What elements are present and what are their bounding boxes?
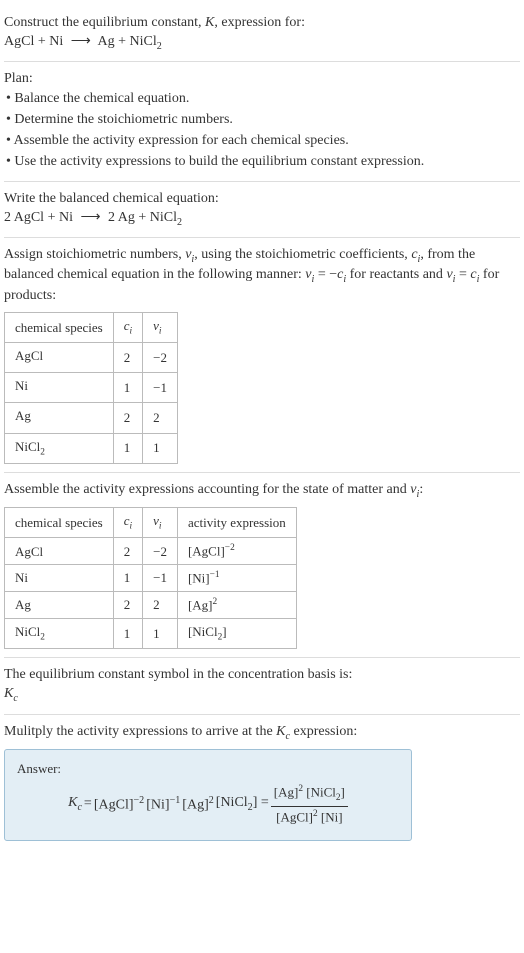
ksymbol: Kc	[4, 685, 520, 705]
numerator: [Ag]2 [NiCl2]	[271, 783, 348, 807]
col-ci: ci	[113, 508, 142, 538]
prompt-section: Construct the equilibrium constant, K, e…	[4, 6, 520, 62]
plan-list: • Balance the chemical equation. • Deter…	[4, 89, 520, 173]
term: [Ni]−1	[146, 794, 180, 816]
col-species: chemical species	[5, 312, 114, 342]
table-row: AgCl2−2[AgCl]−2	[5, 538, 297, 565]
kc: Kc	[68, 794, 82, 814]
table-row: Ag22	[5, 403, 178, 433]
table-row: AgCl2−2	[5, 342, 178, 372]
col-ci: ci	[113, 312, 142, 342]
eq-lhs: AgCl + Ni	[4, 34, 63, 49]
multiply-section: Mulitply the activity expressions to arr…	[4, 715, 520, 849]
col-nui: νi	[143, 312, 178, 342]
plan-item: • Assemble the activity expression for e…	[6, 131, 520, 152]
multiply-intro: Mulitply the activity expressions to arr…	[4, 723, 520, 743]
col-species: chemical species	[5, 508, 114, 538]
eq-lhs: 2 AgCl + Ni	[4, 210, 73, 225]
unbalanced-equation: AgCl + Ni ⟶ Ag + NiCl2	[4, 33, 520, 53]
prompt-text-b: , expression for:	[214, 15, 305, 30]
ksymbol-section: The equilibrium constant symbol in the c…	[4, 658, 520, 714]
activity-table: chemical species ci νi activity expressi…	[4, 507, 297, 649]
prompt-text-a: Construct the equilibrium constant,	[4, 15, 205, 30]
denominator: [AgCl]2 [Ni]	[271, 807, 348, 826]
term: [AgCl]−2	[94, 794, 144, 816]
k-symbol: K	[205, 15, 214, 30]
table-row: NiCl211[NiCl2]	[5, 619, 297, 649]
arrow-icon: ⟶	[76, 209, 104, 228]
plan-section: Plan: • Balance the chemical equation. •…	[4, 62, 520, 181]
table-row: Ni1−1[Ni]−1	[5, 565, 297, 592]
table-row: Ag22[Ag]2	[5, 592, 297, 619]
plan-title: Plan:	[4, 70, 520, 89]
balanced-equation: 2 AgCl + Ni ⟶ 2 Ag + NiCl2	[4, 209, 520, 229]
balanced-title: Write the balanced chemical equation:	[4, 190, 520, 209]
table-header-row: chemical species ci νi activity expressi…	[5, 508, 297, 538]
activity-section: Assemble the activity expressions accoun…	[4, 473, 520, 658]
answer-box: Answer: Kc = [AgCl]−2 [Ni]−1 [Ag]2 [NiCl…	[4, 749, 412, 841]
col-nui: νi	[143, 508, 178, 538]
prompt-line: Construct the equilibrium constant, K, e…	[4, 14, 520, 33]
plan-item: • Determine the stoichiometric numbers.	[6, 110, 520, 131]
table-header-row: chemical species ci νi	[5, 312, 178, 342]
stoich-section: Assign stoichiometric numbers, νi, using…	[4, 238, 520, 473]
answer-equation: Kc = [AgCl]−2 [Ni]−1 [Ag]2 [NiCl2] = [Ag…	[17, 783, 399, 825]
answer-label: Answer:	[17, 760, 399, 778]
term: [Ag]2	[182, 794, 213, 816]
activity-intro: Assemble the activity expressions accoun…	[4, 481, 520, 501]
eq-rhs: 2 Ag + NiCl2	[108, 210, 182, 225]
table-row: NiCl211	[5, 433, 178, 463]
balanced-section: Write the balanced chemical equation: 2 …	[4, 182, 520, 238]
term: [NiCl2] =	[216, 794, 269, 814]
arrow-icon: ⟶	[67, 33, 95, 52]
plan-item: • Use the activity expressions to build …	[6, 152, 520, 173]
eq-rhs: Ag + NiCl2	[98, 34, 162, 49]
ksymbol-line: The equilibrium constant symbol in the c…	[4, 666, 520, 685]
plan-item: • Balance the chemical equation.	[6, 89, 520, 110]
fraction: [Ag]2 [NiCl2] [AgCl]2 [Ni]	[271, 783, 348, 825]
stoich-intro: Assign stoichiometric numbers, νi, using…	[4, 246, 520, 306]
col-activity: activity expression	[177, 508, 296, 538]
stoich-table: chemical species ci νi AgCl2−2 Ni1−1 Ag2…	[4, 312, 178, 464]
table-row: Ni1−1	[5, 373, 178, 403]
